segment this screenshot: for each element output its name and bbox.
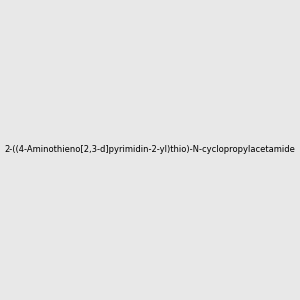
Text: 2-((4-Aminothieno[2,3-d]pyrimidin-2-yl)thio)-N-cyclopropylacetamide: 2-((4-Aminothieno[2,3-d]pyrimidin-2-yl)t… bbox=[4, 146, 296, 154]
